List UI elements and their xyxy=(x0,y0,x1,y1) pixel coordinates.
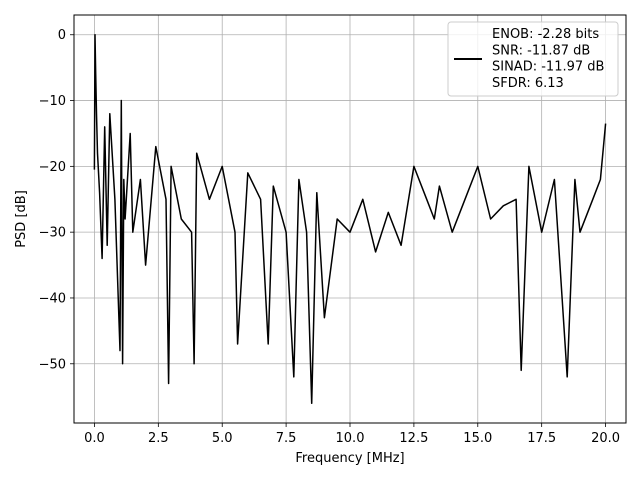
x-tick-label: 17.5 xyxy=(527,431,556,446)
y-axis: 0 −10 −20 −30 −40 −50 xyxy=(39,28,74,372)
legend: ENOB: -2.28 bits SNR: -11.87 dB SINAD: -… xyxy=(447,21,619,97)
y-axis-label: PSD [dB] xyxy=(14,190,29,248)
x-tick-label: 2.5 xyxy=(148,431,169,446)
x-tick-label: 20.0 xyxy=(591,431,620,446)
x-tick-label: 15.0 xyxy=(463,431,492,446)
plot-area xyxy=(93,33,607,405)
x-axis-label: Frequency [MHz] xyxy=(295,451,404,466)
x-tick-label: 5.0 xyxy=(212,431,233,446)
y-tick-label: −20 xyxy=(39,160,66,175)
x-tick-label: 0.0 xyxy=(84,431,105,446)
legend-sinad: SINAD: -11.97 dB xyxy=(492,60,604,75)
y-tick-label: 0 xyxy=(58,28,66,43)
x-axis: 0.0 2.5 5.0 7.5 10.0 12.5 15.0 17.5 20.0 xyxy=(84,423,620,446)
y-tick-label: −30 xyxy=(39,226,66,241)
legend-sfdr: SFDR: 6.13 xyxy=(492,76,564,91)
y-tick-label: −40 xyxy=(39,291,66,306)
y-tick-label: −10 xyxy=(39,94,66,109)
x-tick-label: 12.5 xyxy=(399,431,428,446)
x-tick-label: 10.0 xyxy=(336,431,365,446)
legend-snr: SNR: -11.87 dB xyxy=(492,43,590,58)
legend-enob: ENOB: -2.28 bits xyxy=(492,27,599,42)
y-tick-label: −50 xyxy=(39,357,66,372)
x-tick-label: 7.5 xyxy=(276,431,297,446)
legend-box xyxy=(447,21,619,97)
series-line-0 xyxy=(93,33,607,405)
